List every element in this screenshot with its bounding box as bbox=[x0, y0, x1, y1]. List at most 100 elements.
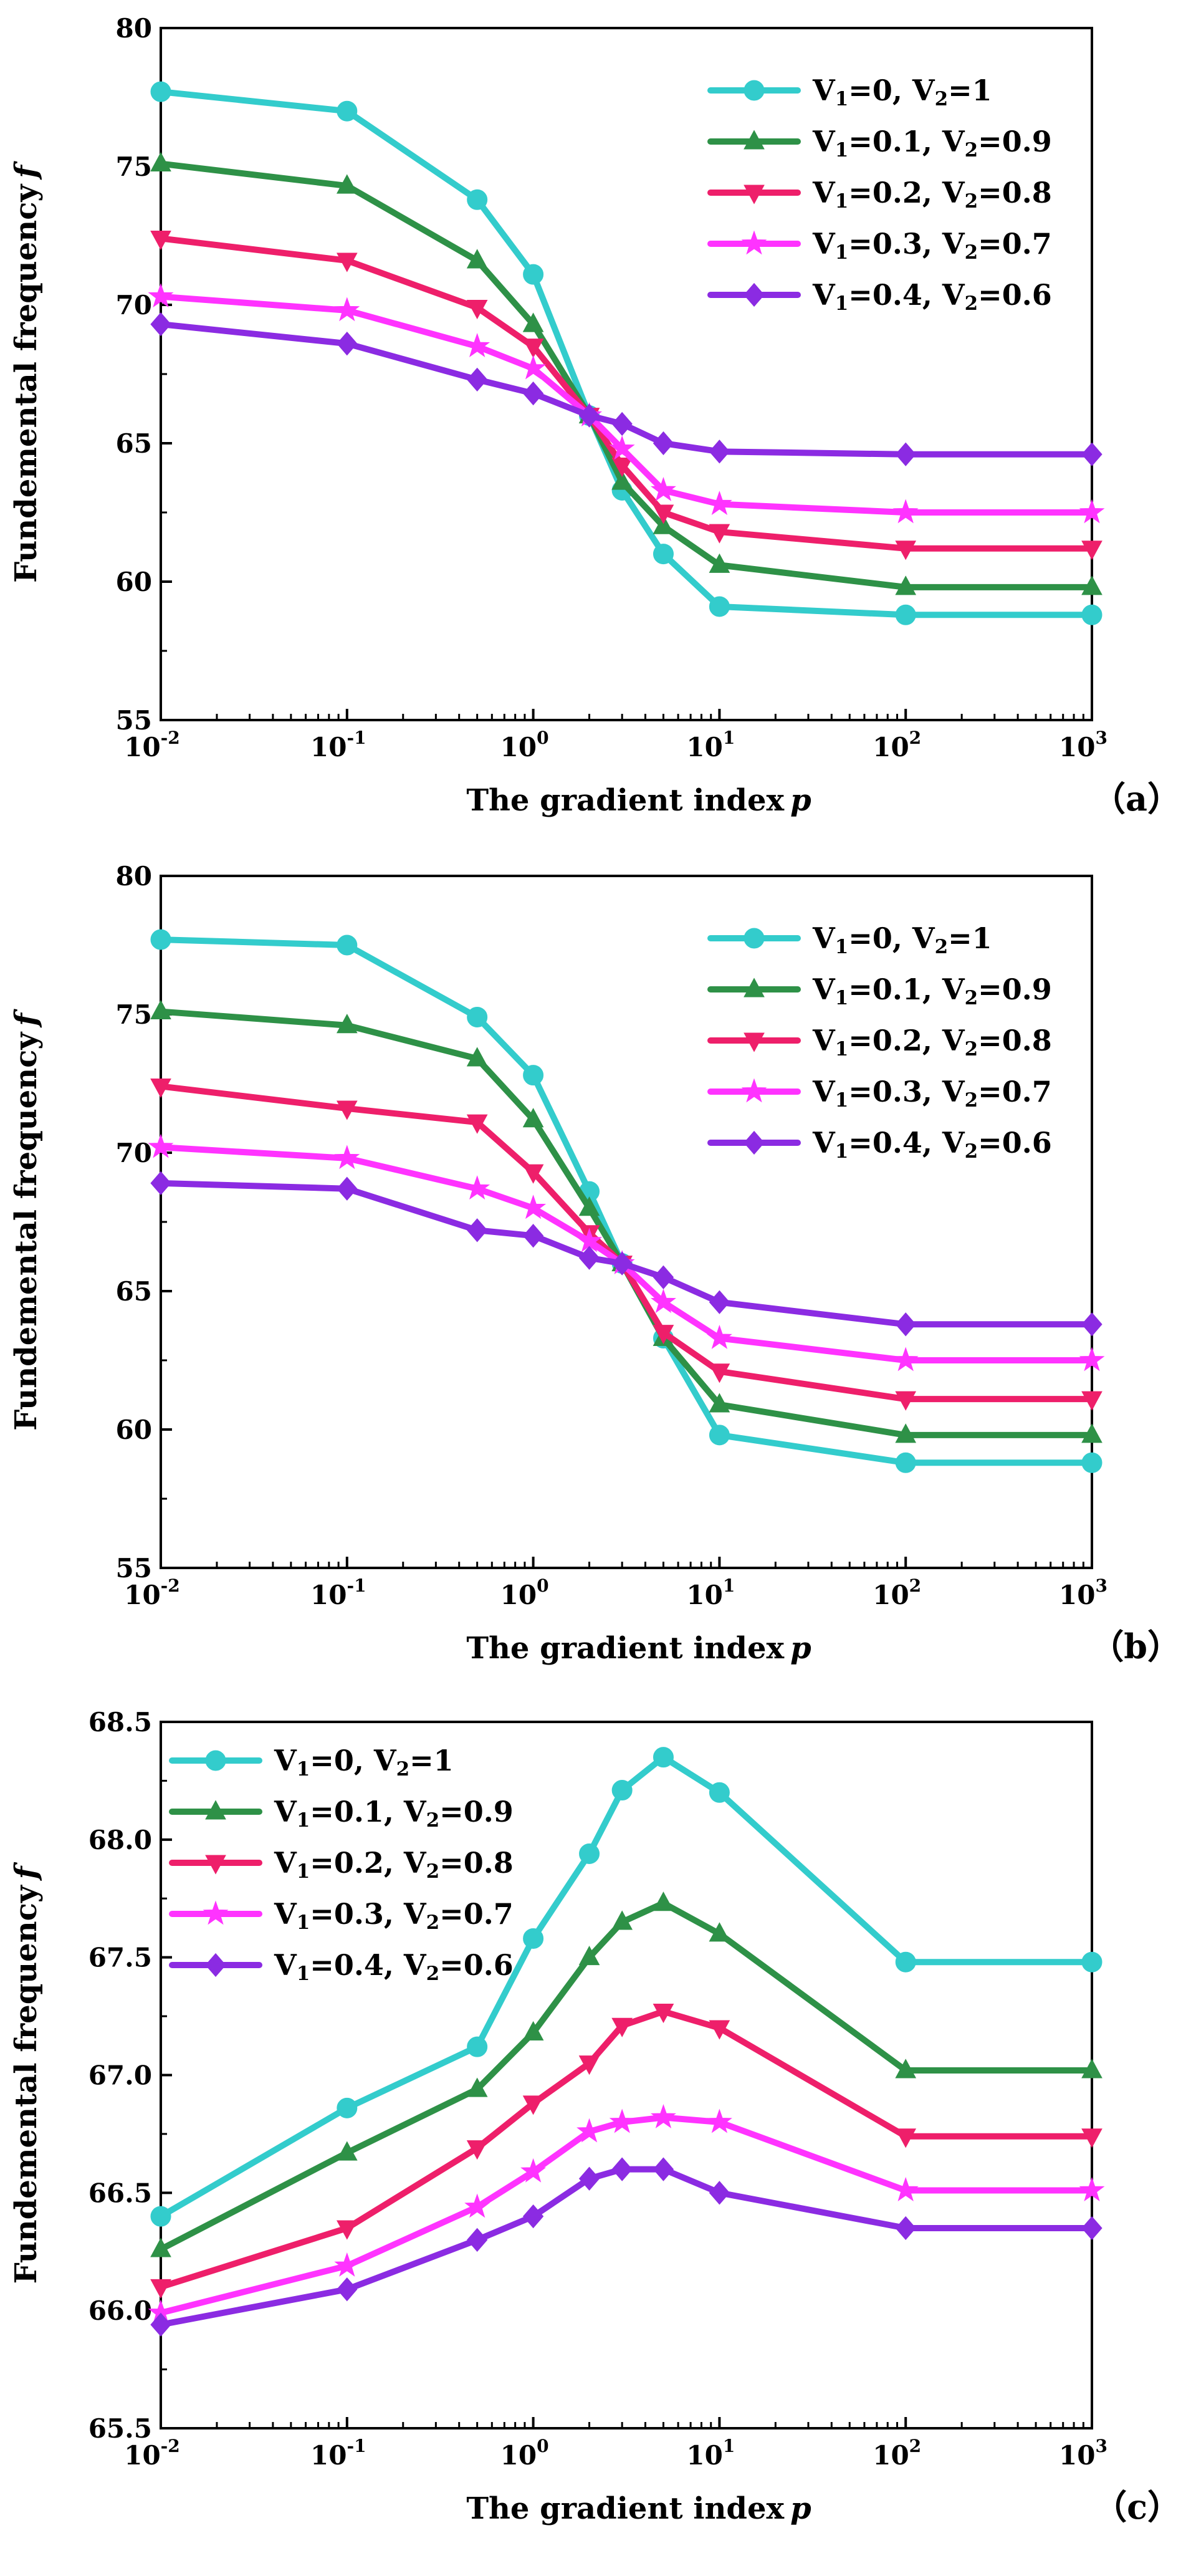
x-tick-label: 103 bbox=[1059, 2436, 1107, 2471]
legend-entry-1: V1=0, V2=1 bbox=[707, 921, 992, 958]
x-tick-exponent: 0 bbox=[537, 2436, 548, 2456]
y-tick-label: 68.0 bbox=[88, 1825, 152, 1855]
legend-label-sub: 2 bbox=[426, 1860, 440, 1883]
legend-label-mid: =0.3, V bbox=[848, 1075, 965, 1108]
y-tick-label: 55 bbox=[116, 1553, 152, 1584]
y-tick-label: 65 bbox=[116, 428, 152, 459]
data-point bbox=[895, 1452, 916, 1473]
legend-label-mid: =0, V bbox=[310, 1744, 397, 1777]
data-point bbox=[709, 596, 730, 617]
legend-label-sub: 2 bbox=[935, 936, 949, 958]
panel-label: （b） bbox=[1090, 1627, 1181, 1666]
x-tick-base: 10 bbox=[873, 732, 909, 762]
data-point bbox=[578, 1196, 600, 1216]
legend-label: V1=0.4, V2=0.6 bbox=[812, 278, 1052, 315]
x-tick-exponent: -1 bbox=[347, 2436, 366, 2456]
legend-marker bbox=[744, 928, 765, 949]
data-point bbox=[653, 2004, 674, 2024]
data-point bbox=[1081, 2216, 1103, 2241]
data-point bbox=[337, 1176, 358, 1201]
data-point bbox=[653, 514, 674, 534]
x-tick-exponent: 3 bbox=[1095, 728, 1107, 748]
x-tick-base: 10 bbox=[500, 1580, 537, 1610]
x-axis-label: The gradient index p bbox=[466, 2491, 811, 2526]
x-tick-exponent: 3 bbox=[1095, 2436, 1107, 2456]
series-line bbox=[158, 2008, 1095, 2290]
legend-label-v: V bbox=[812, 74, 836, 107]
data-point bbox=[522, 1224, 544, 1248]
legend-label: V1=0.1, V2=0.9 bbox=[812, 973, 1052, 1009]
chart-panel-c: 65.566.066.567.067.568.068.510-2 10-1 100 1… bbox=[9, 1707, 1181, 2527]
data-point bbox=[611, 458, 633, 478]
x-tick-label: 103 bbox=[1059, 728, 1107, 762]
legend-label-end: =0.9 bbox=[439, 1795, 514, 1829]
legend-entry-4: V1=0.3, V2=0.7 bbox=[707, 227, 1052, 264]
legend-label: V1=0.3, V2=0.7 bbox=[812, 227, 1052, 264]
data-point bbox=[148, 283, 174, 308]
data-point bbox=[522, 339, 544, 358]
legend-label-sub: 2 bbox=[426, 1963, 440, 1985]
legend-label-sub: 1 bbox=[835, 139, 849, 161]
series-line bbox=[158, 293, 1095, 516]
x-tick-exponent: 2 bbox=[909, 1575, 921, 1596]
y-tick-label: 70 bbox=[116, 1138, 152, 1168]
data-point bbox=[522, 1164, 544, 1184]
y-tick-label: 75 bbox=[116, 151, 152, 182]
x-tick-base: 10 bbox=[310, 2440, 347, 2471]
data-point bbox=[464, 1175, 490, 1200]
data-point bbox=[150, 2206, 171, 2227]
data-point bbox=[892, 1347, 919, 1372]
legend-label-mid: =0.4, V bbox=[848, 278, 965, 312]
data-point bbox=[895, 1391, 917, 1411]
x-tick-label: 101 bbox=[686, 1575, 735, 1610]
data-point bbox=[1081, 1312, 1103, 1337]
series-1 bbox=[150, 1747, 1103, 2227]
x-tick-label: 10-1 bbox=[310, 1575, 366, 1610]
data-point bbox=[895, 1951, 916, 1973]
data-point bbox=[1081, 1452, 1103, 1473]
y-tick-label: 66.5 bbox=[88, 2178, 152, 2208]
data-point bbox=[466, 2140, 488, 2160]
legend-label-end: =0.7 bbox=[439, 1897, 514, 1931]
legend-label-v: V bbox=[812, 921, 836, 955]
legend-label-sub: 1 bbox=[835, 936, 849, 958]
legend-label-v: V bbox=[274, 1897, 297, 1931]
data-point bbox=[336, 174, 358, 194]
legend-label-mid: =0, V bbox=[848, 921, 935, 955]
data-point bbox=[709, 1393, 730, 1413]
x-tick-base: 10 bbox=[500, 732, 537, 762]
x-tick-exponent: 2 bbox=[909, 728, 921, 748]
data-point bbox=[709, 524, 730, 544]
y-tick-label: 60 bbox=[116, 1415, 152, 1445]
data-point bbox=[709, 2020, 730, 2040]
data-point bbox=[334, 297, 360, 322]
data-point bbox=[653, 504, 674, 524]
legend-label: V1=0, V2=1 bbox=[812, 921, 992, 958]
data-point bbox=[334, 1145, 360, 1170]
x-axis-label: The gradient index p bbox=[466, 783, 811, 818]
data-point bbox=[653, 1265, 674, 1289]
data-point bbox=[611, 2017, 633, 2037]
legend-label-sub: 1 bbox=[835, 1038, 849, 1060]
data-point bbox=[150, 2279, 171, 2299]
data-point bbox=[709, 1922, 730, 1942]
legend: V1=0, V2=1V1=0.1, V2=0.9V1=0.2, V2=0.8V1… bbox=[169, 1744, 514, 1985]
legend-label-mid: =0.2, V bbox=[848, 176, 965, 209]
data-point bbox=[706, 491, 732, 516]
data-point bbox=[709, 440, 730, 464]
data-point bbox=[1081, 2128, 1103, 2148]
legend-marker bbox=[205, 1953, 226, 1978]
series-line bbox=[158, 235, 1095, 552]
x-axis-label-text: The gradient index bbox=[466, 783, 784, 818]
x-tick-base: 10 bbox=[124, 2440, 160, 2471]
data-point bbox=[150, 81, 171, 102]
legend-label-v: V bbox=[812, 1126, 836, 1160]
data-point bbox=[653, 1325, 674, 1345]
data-point bbox=[609, 435, 635, 460]
y-tick-label: 65.5 bbox=[88, 2413, 152, 2444]
legend-label-mid: =0.1, V bbox=[848, 973, 965, 1006]
data-point bbox=[611, 2157, 633, 2181]
data-point bbox=[466, 249, 488, 269]
data-point bbox=[1081, 442, 1103, 466]
data-point bbox=[895, 1312, 916, 1337]
